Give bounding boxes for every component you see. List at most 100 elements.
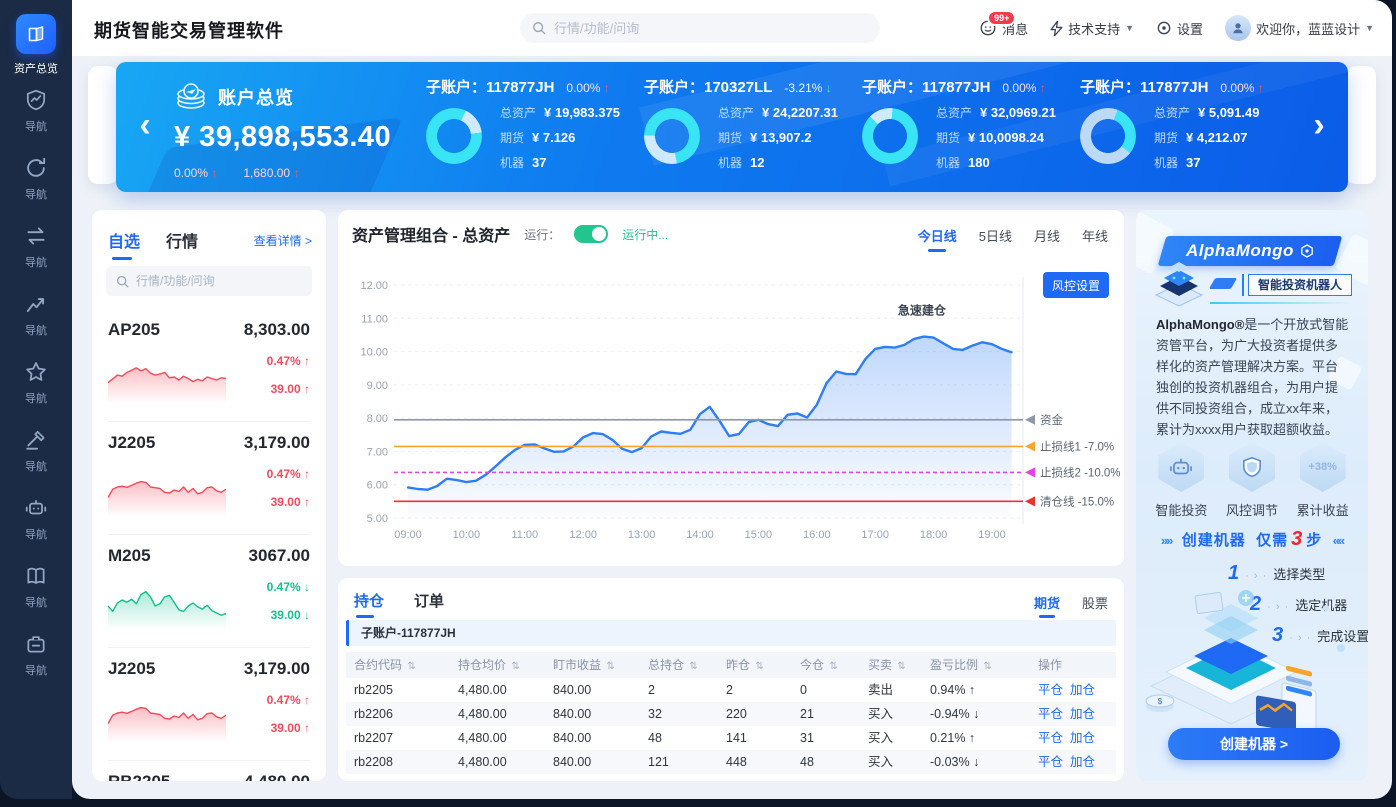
table-row: rb2208 4,480.00 840.00 121 448 48 买入 -0.03% ↓ 平仓…: [346, 750, 1116, 774]
column-header-8[interactable]: 操作: [1038, 658, 1063, 672]
pnl-ratio: -0.94% ↓: [930, 707, 980, 721]
period-tab-0[interactable]: 今日线: [918, 226, 957, 252]
instrument-change-amount: 39.00 ↑: [270, 382, 310, 396]
yesterday-position: 220: [726, 707, 747, 721]
risk-settings-button[interactable]: 风控设置: [1043, 272, 1109, 298]
message-icon: 99+: [979, 10, 1017, 37]
sidebar-item-0[interactable]: 导航: [0, 88, 72, 134]
close-position-link[interactable]: 平仓: [1038, 731, 1064, 745]
sort-icon[interactable]: ⇅: [897, 661, 906, 672]
sidebar-item-4[interactable]: 导航: [0, 360, 72, 406]
market-tab-1[interactable]: 股票: [1081, 596, 1108, 611]
sidebar-item-6[interactable]: 导航: [0, 496, 72, 542]
svg-text:10:00: 10:00: [453, 529, 481, 541]
user-menu[interactable]: 欢迎你，蓝蓝设计 ▼: [1225, 15, 1374, 41]
sidebar-item-label: 导航: [25, 665, 47, 677]
sort-icon[interactable]: ⇅: [755, 661, 764, 672]
sidebar-item-8[interactable]: 导航: [0, 632, 72, 678]
sub-account-stats: 总资产 ¥ 32,0969.21 期货 ¥ 10,0098.24 机器 180: [936, 104, 1056, 179]
column-header-7[interactable]: 盈亏比例 ⇅: [930, 658, 992, 672]
watchlist-search-input[interactable]: [136, 274, 302, 288]
stat-row: 机器 37: [1154, 155, 1201, 170]
add-position-link[interactable]: 加仓: [1069, 707, 1095, 721]
hexagon-badge-icon: [1300, 244, 1314, 258]
robot-face-icon: [1158, 442, 1205, 492]
feature-2: +38% 累计收益: [1291, 442, 1355, 519]
positions-tab-1[interactable]: 订单: [414, 593, 445, 610]
close-position-link[interactable]: 平仓: [1038, 683, 1064, 697]
step-label: 完成设置: [1317, 629, 1368, 644]
sort-icon[interactable]: ⇅: [983, 661, 992, 672]
period-tab-1[interactable]: 5日线: [978, 229, 1012, 244]
watchlist-item-4[interactable]: RB2205 4,480.00: [108, 762, 310, 781]
settings-button[interactable]: 设置: [1156, 19, 1203, 38]
pnl-ratio: 0.21% ↑: [930, 731, 976, 745]
instrument-price: 3067.00: [248, 546, 310, 565]
sub-account-change: 0.00% ↑: [566, 81, 610, 95]
run-toggle[interactable]: [574, 225, 609, 243]
watchlist-search[interactable]: [106, 266, 312, 296]
sidebar-item-2[interactable]: 导航: [0, 224, 72, 270]
period-tab-3[interactable]: 年线: [1081, 229, 1108, 244]
contract-code: rb2205: [354, 683, 393, 697]
column-header-1[interactable]: 持仓均价 ⇅: [458, 658, 520, 672]
sidebar-item-7[interactable]: 导航: [0, 564, 72, 610]
column-header-6[interactable]: 买卖 ⇅: [868, 658, 906, 672]
stat-row: 总资产 ¥ 5,091.49: [1154, 105, 1260, 120]
carousel-next-button[interactable]: ›: [1313, 106, 1325, 144]
sidebar-item-3[interactable]: 导航: [0, 292, 72, 338]
total-position: 121: [648, 755, 669, 769]
sidebar-item-label: 导航: [25, 189, 47, 201]
add-position-link[interactable]: 加仓: [1069, 731, 1095, 745]
svg-text:9.00: 9.00: [367, 380, 388, 392]
instrument-price: 3,179.00: [243, 659, 310, 678]
svg-text:11:00: 11:00: [511, 529, 538, 541]
view-detail-link[interactable]: 查看详情 >: [253, 234, 312, 248]
watchlist-item-0[interactable]: AP205 8,303.00 0.47% ↑ 39.00 ↑: [107, 310, 310, 422]
svg-text:14:00: 14:00: [686, 529, 714, 541]
sort-icon[interactable]: ⇅: [689, 661, 698, 672]
brand-subtitle: 智能投资机器人: [1248, 274, 1352, 296]
watchlist-tab-0[interactable]: 自选: [108, 228, 140, 260]
svg-text:止损线1 -7.0%: 止损线1 -7.0%: [1040, 439, 1114, 453]
column-header-4[interactable]: 昨仓 ⇅: [726, 658, 764, 672]
sort-icon[interactable]: ⇅: [829, 661, 838, 672]
instrument-price: 4,480.00: [244, 772, 310, 781]
sidebar-item-label: 导航: [25, 325, 47, 337]
banner-title: 账户总览: [218, 88, 294, 108]
messages-button[interactable]: 99+ 消息: [979, 10, 1028, 38]
table-header-row: 合约代码 ⇅ 持仓均价 ⇅ 盯市收益 ⇅ 总持仓 ⇅ 昨仓 ⇅ 今仓 ⇅ 买卖 ⇅ 盈亏比例 …: [346, 652, 1116, 678]
watchlist-tab-1[interactable]: 行情: [166, 234, 199, 251]
global-search[interactable]: [520, 13, 880, 43]
arrow-up-icon: ↑: [211, 166, 218, 180]
sidebar-item-asset-overview[interactable]: 资产总览: [0, 14, 72, 76]
svg-text:8.00: 8.00: [367, 413, 388, 425]
add-position-link[interactable]: 加仓: [1069, 683, 1095, 697]
column-header-5[interactable]: 今仓 ⇅: [800, 658, 838, 672]
sidebar-item-1[interactable]: 导航: [0, 156, 72, 202]
sidebar-item-5[interactable]: 导航: [0, 428, 72, 474]
carousel-prev-button[interactable]: ‹: [139, 106, 151, 144]
column-header-0[interactable]: 合约代码 ⇅: [354, 658, 416, 672]
market-tab-0[interactable]: 期货: [1034, 593, 1060, 618]
support-menu[interactable]: 技术支持 ▼: [1050, 19, 1134, 38]
create-robot-button[interactable]: 创建机器 >: [1168, 728, 1340, 760]
positions-tab-0[interactable]: 持仓: [354, 590, 384, 618]
close-position-link[interactable]: 平仓: [1038, 707, 1064, 721]
sort-icon[interactable]: ⇅: [511, 661, 520, 672]
watchlist-item-1[interactable]: J2205 3,179.00 0.47% ↑ 39.00 ↑: [107, 423, 310, 535]
stat-row: 期货 ¥ 7.126: [500, 130, 576, 145]
portfolio-chart-panel: 5.00 6.00 7.00 8.00 9.00 10.00 11.00 12.00 09:00…: [338, 210, 1124, 566]
close-position-link[interactable]: 平仓: [1038, 755, 1064, 769]
add-position-link[interactable]: 加仓: [1069, 755, 1095, 769]
feature-1: 风控调节: [1220, 442, 1284, 519]
sort-icon[interactable]: ⇅: [407, 661, 416, 672]
total-change-pct: 0.00% ↑: [174, 166, 218, 180]
sort-icon[interactable]: ⇅: [606, 661, 615, 672]
column-header-3[interactable]: 总持仓 ⇅: [648, 658, 698, 672]
column-header-2[interactable]: 盯市收益 ⇅: [553, 658, 615, 672]
watchlist-item-2[interactable]: M205 3067.00 0.47% ↓ 39.00 ↓: [107, 536, 310, 648]
search-input[interactable]: [554, 20, 868, 36]
period-tab-2[interactable]: 月线: [1033, 229, 1060, 244]
watchlist-item-3[interactable]: J2205 3,179.00 0.47% ↑ 39.00 ↑: [107, 649, 310, 761]
